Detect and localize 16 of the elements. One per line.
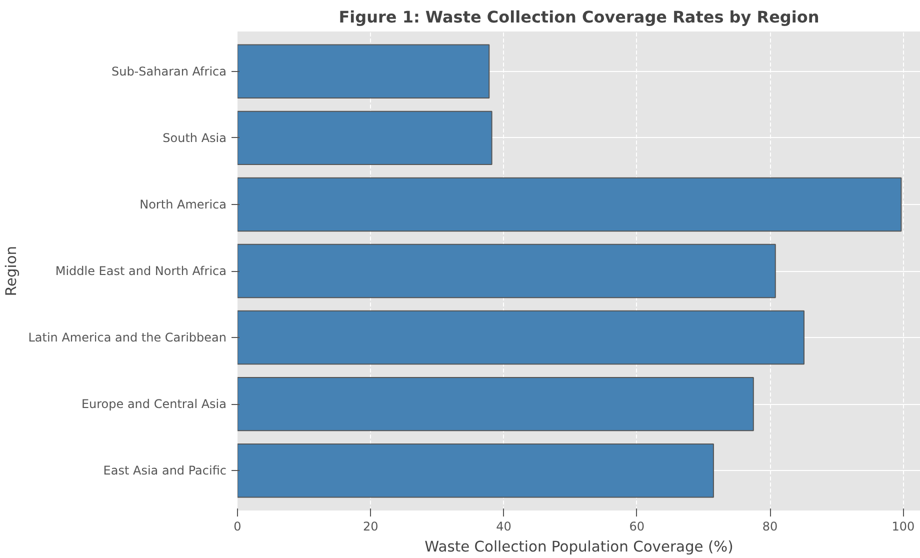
y-tick-label: Sub-Saharan Africa (111, 64, 226, 78)
y-tick-label: Latin America and the Caribbean (28, 330, 227, 345)
x-tick-label: 60 (629, 520, 645, 534)
x-tick-label: 40 (496, 520, 512, 534)
y-tick-label: Middle East and North Africa (55, 264, 227, 278)
y-tick-label: North America (140, 197, 227, 212)
x-tick-label: 0 (234, 520, 242, 534)
x-tick-label: 100 (892, 520, 915, 534)
x-tick-label: 80 (762, 520, 778, 534)
y-tick-label: Europe and Central Asia (81, 397, 226, 412)
x-tick-label: 20 (363, 520, 378, 534)
y-tick-label: South Asia (162, 130, 227, 145)
y-tick-label: East Asia and Pacific (103, 464, 227, 478)
y-axis-title: Region (3, 246, 20, 296)
chart-title: Figure 1: Waste Collection Coverage Rates by Region (338, 8, 820, 26)
x-axis-title: Waste Collection Population Coverage (%) (424, 538, 734, 556)
